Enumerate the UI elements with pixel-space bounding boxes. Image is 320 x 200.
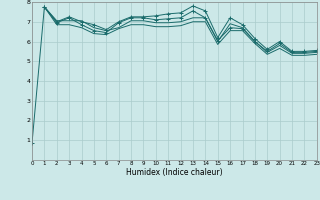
X-axis label: Humidex (Indice chaleur): Humidex (Indice chaleur) bbox=[126, 168, 223, 177]
